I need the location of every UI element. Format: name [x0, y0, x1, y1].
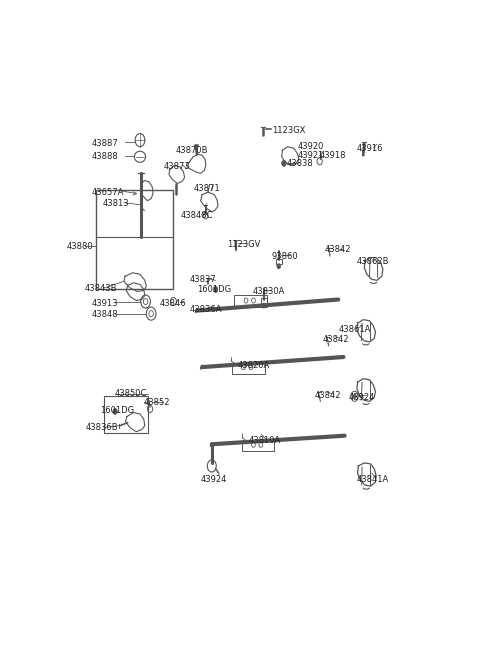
Text: 43842: 43842	[315, 391, 341, 400]
Text: 43924: 43924	[348, 393, 375, 402]
Text: 43873: 43873	[163, 162, 190, 172]
Circle shape	[262, 303, 266, 308]
Text: 43830A: 43830A	[252, 287, 285, 296]
Text: 43924: 43924	[201, 475, 227, 484]
Circle shape	[282, 160, 286, 166]
Text: 43887: 43887	[92, 139, 119, 147]
Text: 1123GX: 1123GX	[272, 126, 305, 134]
Text: 43837: 43837	[190, 275, 216, 284]
Circle shape	[113, 409, 117, 415]
Text: 43842: 43842	[325, 244, 351, 253]
Bar	[276, 259, 282, 264]
Text: 43852: 43852	[144, 398, 170, 407]
Text: 43913: 43913	[92, 299, 118, 308]
Bar	[261, 299, 267, 303]
Circle shape	[213, 286, 218, 292]
Text: 43920: 43920	[297, 142, 324, 151]
Bar	[241, 440, 274, 451]
Text: 1123GV: 1123GV	[227, 240, 260, 248]
Text: 43836A: 43836A	[190, 305, 222, 314]
Text: 43846: 43846	[160, 299, 186, 308]
Text: 43838: 43838	[286, 159, 313, 168]
Text: 43813: 43813	[103, 199, 130, 208]
Text: 43820A: 43820A	[238, 360, 270, 369]
Text: 43870B: 43870B	[175, 145, 208, 155]
Text: 43843B: 43843B	[84, 284, 117, 293]
Text: 43848C: 43848C	[181, 212, 214, 220]
Text: 43810A: 43810A	[249, 436, 281, 445]
Text: 43861A: 43861A	[338, 326, 371, 334]
Text: 43841A: 43841A	[357, 475, 389, 484]
Bar	[232, 363, 264, 373]
Text: 43848: 43848	[92, 310, 118, 319]
Text: 43871: 43871	[193, 184, 220, 193]
Circle shape	[277, 264, 281, 269]
Text: 43842: 43842	[322, 335, 349, 345]
Text: 43862B: 43862B	[357, 257, 389, 266]
Text: 43836B: 43836B	[85, 423, 118, 432]
Text: 93860: 93860	[271, 252, 298, 261]
Bar	[104, 396, 148, 433]
Text: 43888: 43888	[92, 152, 119, 161]
Text: 43916: 43916	[357, 143, 384, 153]
Text: 1601DG: 1601DG	[100, 406, 134, 415]
Bar	[96, 189, 173, 290]
Text: 43880: 43880	[67, 242, 93, 251]
Text: 43918: 43918	[320, 151, 346, 160]
Text: 43850C: 43850C	[115, 389, 147, 398]
Text: 43657A: 43657A	[92, 187, 124, 196]
Text: 1601DG: 1601DG	[197, 285, 231, 294]
Text: 43921: 43921	[297, 151, 324, 160]
Circle shape	[353, 394, 356, 398]
Bar	[234, 295, 267, 307]
